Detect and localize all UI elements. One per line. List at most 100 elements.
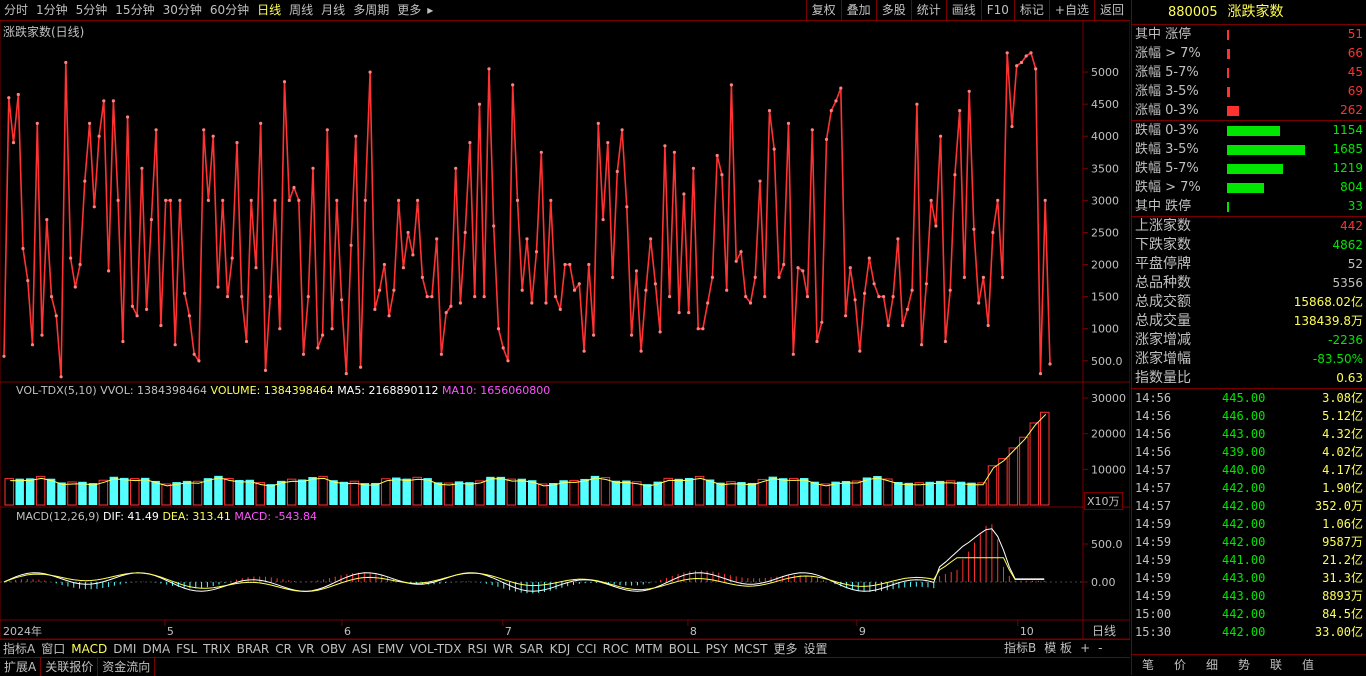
indicator-tab-vr-9[interactable]: VR: [297, 642, 315, 656]
indicator-tab-item-1[interactable]: 窗口: [41, 642, 66, 656]
indicator-tab-sar-16[interactable]: SAR: [519, 642, 544, 656]
vol-bar: [412, 476, 422, 506]
tick-row[interactable]: 15:30 442.00 33.00亿: [1132, 623, 1366, 641]
indicator-tab-dmi-3[interactable]: DMI: [113, 642, 137, 656]
period-tab-9[interactable]: 多周期: [353, 3, 390, 17]
action-button-5[interactable]: F10: [980, 0, 1014, 20]
tick-row[interactable]: 14:59 443.00 31.3亿: [1132, 569, 1366, 587]
tick-row[interactable]: 14:57 442.00 352.0万: [1132, 497, 1366, 515]
more-arrow-icon[interactable]: ▸: [427, 3, 434, 17]
breadth-point: [606, 141, 610, 145]
breadth-point: [387, 314, 391, 318]
indicator-tab-brar-7[interactable]: BRAR: [236, 642, 270, 656]
breadth-point: [734, 259, 738, 263]
side-tab-0[interactable]: 笔: [1141, 658, 1154, 672]
side-tab-5[interactable]: 值: [1301, 658, 1314, 672]
indicator-tab-item-24[interactable]: 更多: [773, 642, 798, 656]
indicator-tab-psy-22[interactable]: PSY: [705, 642, 728, 656]
x-month-label: 10: [1020, 625, 1034, 638]
vol-bar: [799, 478, 809, 505]
chart-area[interactable]: 5000 4500 4000 3500 3000 2500 2000 1500 1000 500.…: [0, 20, 1130, 639]
indicator-tab-kdj-17[interactable]: KDJ: [549, 642, 571, 656]
indicator-tab-macd-2[interactable]: MACD: [71, 642, 108, 656]
action-button-2[interactable]: 多股: [875, 0, 911, 20]
indicator-tab-fsl-5[interactable]: FSL: [176, 642, 198, 656]
period-tab-6[interactable]: 日线: [257, 3, 282, 17]
action-button-0[interactable]: 复权: [805, 0, 841, 20]
indicator-control-1[interactable]: 模 板: [1044, 641, 1073, 655]
extension-tab-1[interactable]: 关联报价: [41, 658, 99, 676]
indicator-tab-trix-6[interactable]: TRIX: [203, 642, 231, 656]
vol-bar: [548, 483, 558, 505]
breadth-row: 跌幅 3-5% 1685: [1132, 140, 1366, 159]
action-button-7[interactable]: +自选: [1048, 0, 1094, 20]
indicator-tab-mtm-20[interactable]: MTM: [634, 642, 663, 656]
period-tab-2[interactable]: 5分钟: [75, 3, 108, 17]
extension-tab-2[interactable]: 资金流向: [98, 658, 156, 676]
breadth-point: [901, 323, 905, 328]
period-tab-10[interactable]: 更多: [397, 3, 422, 17]
tick-row[interactable]: 14:57 442.00 1.90亿: [1132, 479, 1366, 497]
tick-time: 15:30: [1135, 625, 1172, 639]
period-tab-3[interactable]: 15分钟: [115, 3, 155, 17]
macd-panel: [0, 524, 1083, 594]
vol-bar: [569, 479, 579, 506]
vol-bar: [151, 480, 160, 505]
action-button-3[interactable]: 统计: [910, 0, 946, 20]
breadth-point: [653, 282, 658, 286]
tick-list[interactable]: 14:56 445.00 3.08亿 14:56 446.00 5.12亿 14:56 443…: [1132, 389, 1366, 641]
tick-row[interactable]: 14:59 442.00 1.06亿: [1132, 515, 1366, 533]
period-tab-1[interactable]: 1分钟: [36, 3, 68, 17]
action-button-6[interactable]: 标记: [1013, 0, 1049, 20]
vol-bar: [4, 478, 14, 506]
indicator-tab-boll-21[interactable]: BOLL: [668, 642, 700, 656]
tick-row[interactable]: 14:56 445.00 3.08亿: [1132, 389, 1366, 407]
breadth-point: [867, 256, 871, 260]
side-tab-3[interactable]: 势: [1237, 658, 1250, 672]
indicator-tab-rsi-14[interactable]: RSI: [467, 642, 488, 656]
side-tab-2[interactable]: 细: [1205, 658, 1218, 672]
tick-price: 442.00: [1222, 607, 1266, 621]
indicator-tab-mcst-23[interactable]: MCST: [733, 642, 768, 656]
breadth-point: [996, 198, 1000, 202]
indicator-tab-vol-tdx-13[interactable]: VOL-TDX: [409, 642, 462, 656]
indicator-tab-item-25[interactable]: 设置: [803, 642, 828, 656]
indicator-tab-a-0[interactable]: 指标A: [3, 642, 36, 656]
action-button-4[interactable]: 画线: [945, 0, 981, 20]
indicator-control-0[interactable]: 指标B: [1004, 641, 1037, 655]
indicator-tab-obv-10[interactable]: OBV: [320, 642, 347, 656]
tick-row[interactable]: 14:56 446.00 5.12亿: [1132, 407, 1366, 425]
action-button-1[interactable]: 叠加: [840, 0, 876, 20]
indicator-tab-emv-12[interactable]: EMV: [377, 642, 404, 656]
indicator-tab-cr-8[interactable]: CR: [275, 642, 292, 656]
period-tab-5[interactable]: 60分钟: [209, 3, 250, 17]
tick-row[interactable]: 14:59 441.00 21.2亿: [1132, 551, 1366, 569]
indicator-tab-asi-11[interactable]: ASI: [352, 642, 372, 656]
indicator-tab-roc-19[interactable]: ROC: [602, 642, 629, 656]
tick-row[interactable]: 14:57 440.00 4.17亿: [1132, 461, 1366, 479]
tick-row[interactable]: 14:59 442.00 9587万: [1132, 533, 1366, 551]
breadth-point: [748, 301, 753, 305]
period-tab-7[interactable]: 周线: [289, 3, 314, 17]
tick-row[interactable]: 14:59 443.00 8893万: [1132, 587, 1366, 605]
breadth-label: 涨幅 5-7%: [1135, 65, 1199, 80]
indicator-tab-cci-18[interactable]: CCI: [576, 642, 597, 656]
period-tab-0[interactable]: 分时: [4, 3, 29, 17]
indicator-tab-wr-15[interactable]: WR: [493, 642, 514, 656]
tick-row[interactable]: 14:56 443.00 4.32亿: [1132, 425, 1366, 443]
tick-row[interactable]: 14:56 439.00 4.02亿: [1132, 443, 1366, 461]
breadth-point: [83, 179, 87, 183]
indicator-tab-dma-4[interactable]: DMA: [142, 642, 171, 656]
action-button-8[interactable]: 返回: [1093, 0, 1129, 20]
indicator-control-3[interactable]: -: [1098, 641, 1103, 655]
period-tab-8[interactable]: 月线: [321, 3, 346, 17]
breadth-point: [592, 333, 596, 337]
side-tab-4[interactable]: 联: [1269, 658, 1282, 672]
stat-label: 指数量比: [1135, 370, 1191, 386]
indicator-control-2[interactable]: +: [1080, 641, 1091, 655]
tick-row[interactable]: 15:00 442.00 84.5亿: [1132, 605, 1366, 623]
side-tab-1[interactable]: 价: [1173, 658, 1186, 672]
vol-bar: [308, 477, 317, 505]
extension-tab-0[interactable]: 扩展A: [0, 658, 42, 676]
period-tab-4[interactable]: 30分钟: [162, 3, 202, 17]
